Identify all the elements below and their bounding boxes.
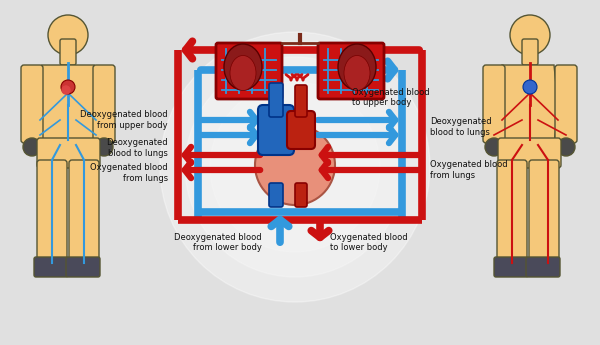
FancyBboxPatch shape	[498, 138, 561, 168]
Ellipse shape	[230, 56, 256, 90]
FancyBboxPatch shape	[269, 183, 283, 207]
Circle shape	[510, 15, 550, 55]
Polygon shape	[38, 65, 98, 145]
Ellipse shape	[344, 56, 370, 90]
Polygon shape	[498, 65, 558, 145]
FancyBboxPatch shape	[34, 257, 68, 277]
Text: Oxygenated blood
from lungs: Oxygenated blood from lungs	[91, 163, 168, 183]
Ellipse shape	[338, 44, 376, 90]
Circle shape	[95, 138, 113, 156]
FancyBboxPatch shape	[529, 160, 559, 266]
FancyBboxPatch shape	[494, 257, 528, 277]
FancyBboxPatch shape	[526, 257, 560, 277]
FancyBboxPatch shape	[295, 183, 307, 207]
FancyBboxPatch shape	[295, 85, 307, 117]
FancyBboxPatch shape	[66, 257, 100, 277]
Text: Deoxygenated
blood to lungs: Deoxygenated blood to lungs	[430, 117, 491, 137]
Circle shape	[23, 138, 41, 156]
FancyBboxPatch shape	[522, 39, 538, 65]
Circle shape	[48, 15, 88, 55]
Text: Oxygenated blood
from lungs: Oxygenated blood from lungs	[430, 160, 508, 180]
Circle shape	[62, 86, 70, 94]
Ellipse shape	[224, 44, 262, 90]
FancyBboxPatch shape	[69, 160, 99, 266]
FancyBboxPatch shape	[216, 43, 282, 99]
Ellipse shape	[255, 125, 335, 205]
FancyBboxPatch shape	[483, 65, 505, 143]
FancyBboxPatch shape	[287, 111, 315, 149]
FancyBboxPatch shape	[258, 105, 294, 155]
FancyBboxPatch shape	[318, 43, 384, 99]
FancyBboxPatch shape	[37, 138, 100, 168]
FancyBboxPatch shape	[21, 65, 43, 143]
Circle shape	[210, 82, 380, 252]
Text: Oxygenated blood
to upper body: Oxygenated blood to upper body	[352, 88, 430, 107]
Circle shape	[523, 80, 537, 94]
FancyBboxPatch shape	[37, 160, 67, 266]
FancyBboxPatch shape	[269, 83, 283, 117]
FancyBboxPatch shape	[60, 39, 76, 65]
Circle shape	[160, 32, 430, 302]
Circle shape	[61, 80, 75, 94]
Text: Deoxygenated
blood to lungs: Deoxygenated blood to lungs	[106, 138, 168, 158]
Circle shape	[557, 138, 575, 156]
FancyBboxPatch shape	[497, 160, 527, 266]
Circle shape	[185, 57, 405, 277]
Text: Deoxygenated blood
from upper body: Deoxygenated blood from upper body	[80, 110, 168, 130]
Text: Deoxygenated blood
from lower body: Deoxygenated blood from lower body	[175, 233, 262, 253]
FancyBboxPatch shape	[93, 65, 115, 143]
FancyBboxPatch shape	[555, 65, 577, 143]
Circle shape	[485, 138, 503, 156]
Text: Oxygenated blood
to lower body: Oxygenated blood to lower body	[330, 233, 407, 253]
